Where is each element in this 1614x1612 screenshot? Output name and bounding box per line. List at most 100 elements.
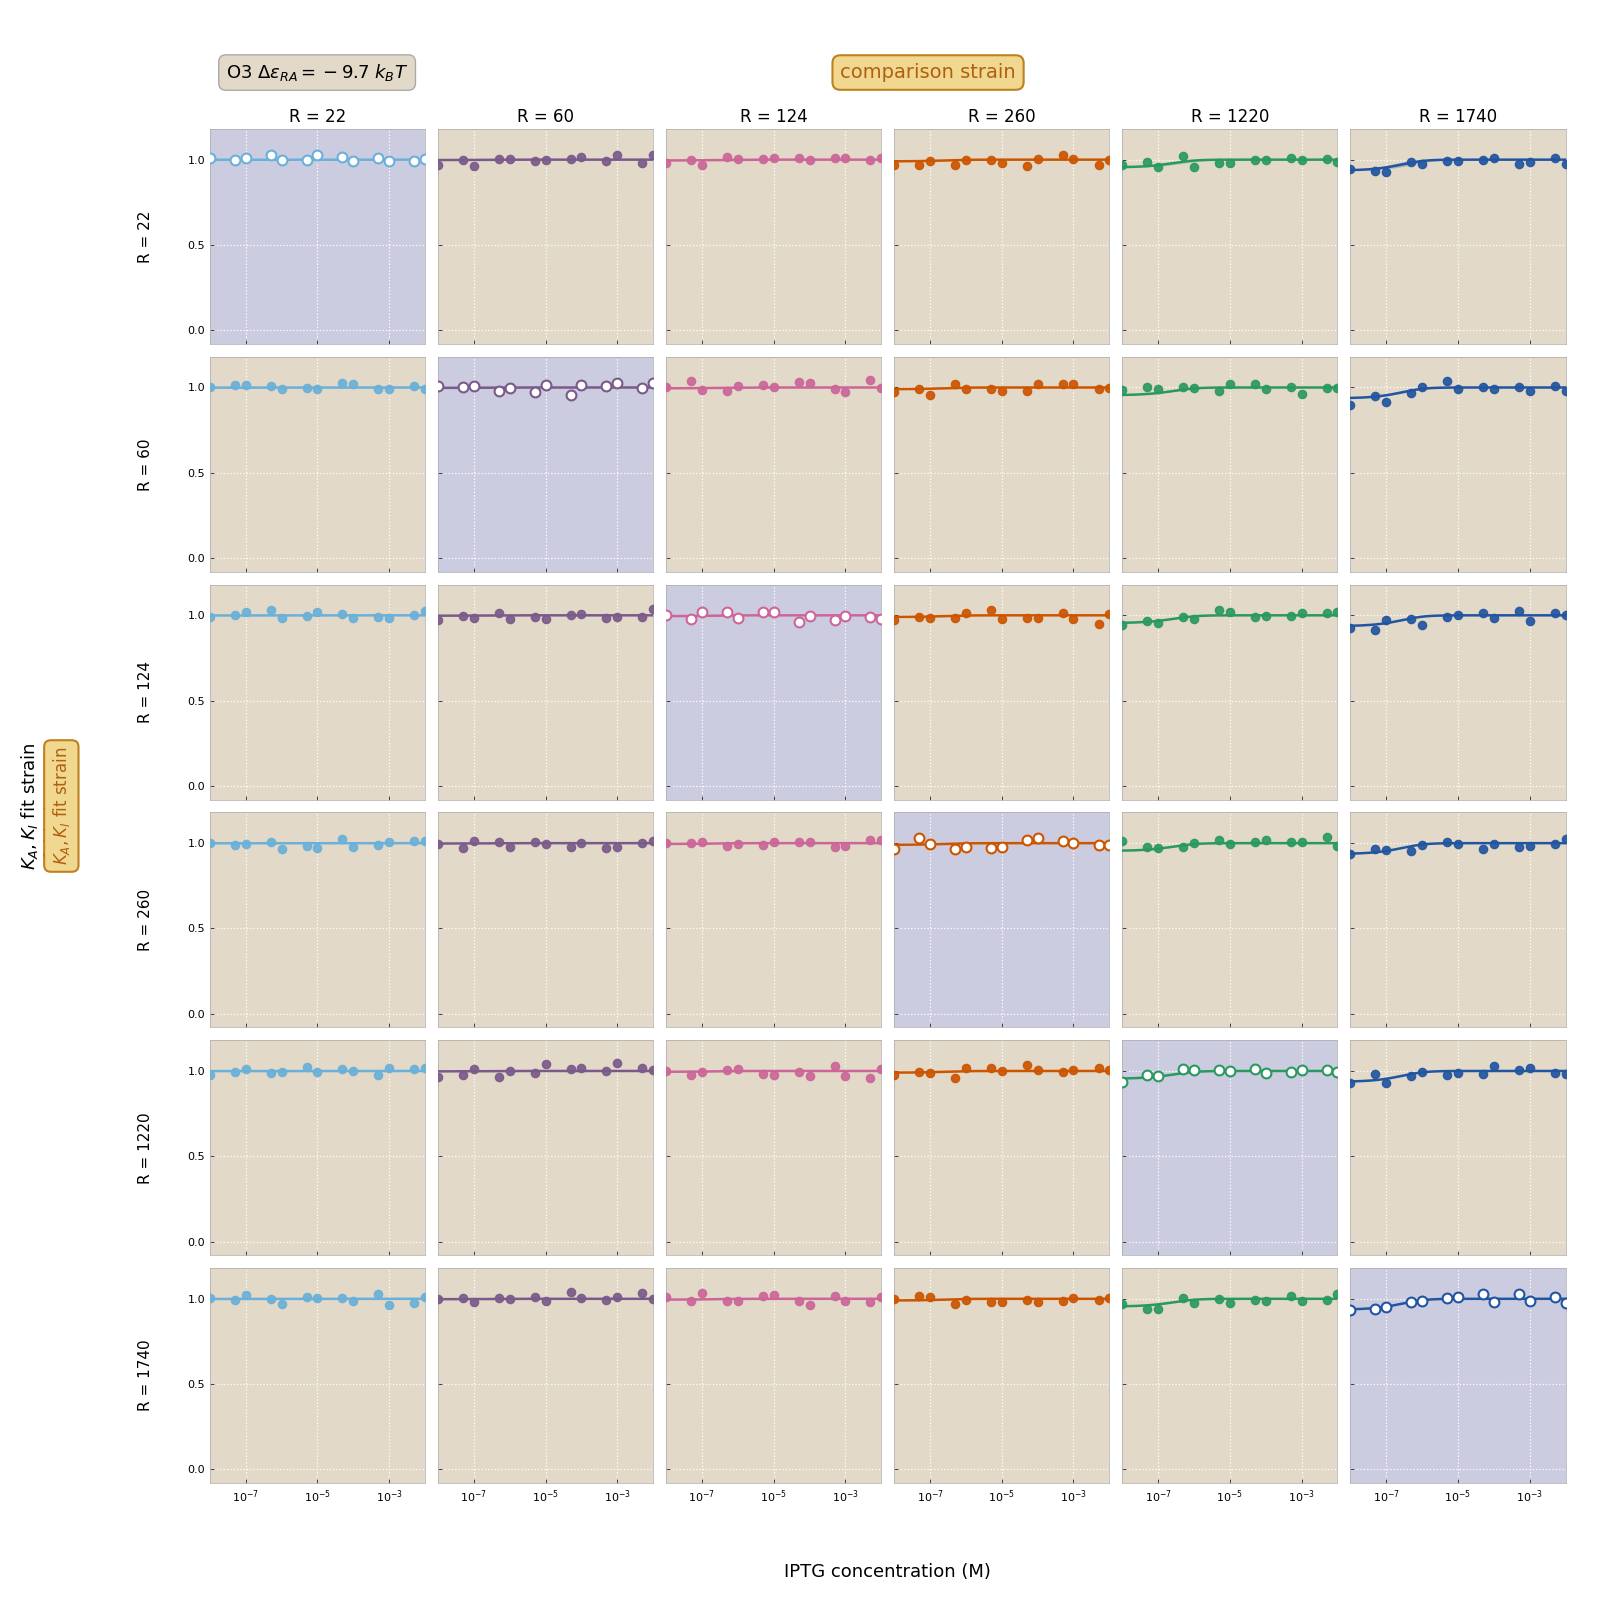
Point <box>1181 1291 1207 1317</box>
Point <box>521 1061 547 1086</box>
Point <box>1181 155 1207 181</box>
Point <box>678 1288 704 1314</box>
Text: comparison strain: comparison strain <box>841 63 1015 82</box>
Point <box>424 152 450 177</box>
Point <box>1096 147 1122 172</box>
Point <box>604 1285 629 1311</box>
Point <box>1060 147 1086 172</box>
Point <box>1060 1285 1086 1311</box>
Point <box>881 1062 907 1088</box>
Point <box>629 830 655 856</box>
Point <box>1445 1061 1470 1086</box>
Point <box>197 1062 223 1088</box>
Point <box>521 604 547 630</box>
Point <box>305 1285 331 1311</box>
Point <box>760 1062 786 1088</box>
Point <box>868 827 894 853</box>
Point <box>833 833 859 859</box>
Point <box>412 598 437 624</box>
Point <box>943 1066 968 1091</box>
Title: R = 60: R = 60 <box>516 108 575 126</box>
Point <box>1060 830 1086 856</box>
Point <box>232 1282 258 1307</box>
Point <box>1135 374 1160 400</box>
Point <box>232 1056 258 1082</box>
Point <box>329 1285 355 1311</box>
Point <box>1470 374 1496 400</box>
Point <box>1506 152 1532 177</box>
Point <box>822 608 847 634</box>
Point <box>412 829 437 854</box>
Point <box>689 1059 715 1085</box>
Point <box>268 837 294 862</box>
Point <box>1096 374 1122 400</box>
Point <box>1146 835 1172 861</box>
Point <box>402 829 428 854</box>
Point <box>1109 377 1135 403</box>
Point <box>329 825 355 851</box>
Point <box>376 1056 402 1082</box>
Point <box>1109 1069 1135 1095</box>
Point <box>1170 604 1196 630</box>
Point <box>989 1288 1015 1314</box>
Point <box>1541 830 1567 856</box>
Point <box>305 600 331 625</box>
Point <box>497 606 523 632</box>
Point <box>594 1286 620 1312</box>
Point <box>1109 829 1135 854</box>
Point <box>943 152 968 177</box>
Point <box>1170 1285 1196 1311</box>
Point <box>1517 379 1543 405</box>
Point <box>1470 1062 1496 1088</box>
Point <box>1445 376 1470 401</box>
Point <box>978 1288 1004 1314</box>
Point <box>713 600 739 625</box>
Point <box>497 1286 523 1312</box>
Point <box>412 147 437 172</box>
Point <box>1288 600 1314 625</box>
Point <box>629 376 655 401</box>
Point <box>450 374 476 400</box>
Y-axis label: R = 1220: R = 1220 <box>139 1112 153 1183</box>
Point <box>654 374 679 400</box>
Point <box>917 830 943 856</box>
Point <box>1506 833 1532 859</box>
Point <box>1049 1288 1075 1314</box>
Point <box>268 1291 294 1317</box>
Point <box>341 1288 366 1314</box>
Point <box>1517 608 1543 634</box>
Point <box>1445 1285 1470 1311</box>
Point <box>868 1056 894 1082</box>
Point <box>1409 374 1435 400</box>
Point <box>568 1054 594 1080</box>
Point <box>1541 145 1567 171</box>
Point <box>1374 608 1399 634</box>
Point <box>1374 837 1399 862</box>
Point <box>978 147 1004 172</box>
Point <box>1086 376 1112 401</box>
Point <box>294 147 320 172</box>
Point <box>1517 1288 1543 1314</box>
Point <box>678 830 704 856</box>
Point <box>1252 376 1278 401</box>
Point <box>594 1059 620 1085</box>
Point <box>907 152 933 177</box>
Point <box>294 376 320 401</box>
Point <box>424 608 450 634</box>
Point <box>450 1062 476 1088</box>
Point <box>412 1056 437 1082</box>
Point <box>1553 152 1578 177</box>
Point <box>1086 1288 1112 1314</box>
Point <box>797 371 823 397</box>
Point <box>486 600 512 625</box>
Point <box>1146 155 1172 181</box>
Point <box>751 372 776 398</box>
Point <box>341 1057 366 1083</box>
Point <box>689 152 715 177</box>
Point <box>1086 832 1112 858</box>
Point <box>641 1286 667 1312</box>
Point <box>1025 371 1051 397</box>
Point <box>521 148 547 174</box>
Point <box>558 1056 584 1082</box>
Point <box>1288 380 1314 406</box>
